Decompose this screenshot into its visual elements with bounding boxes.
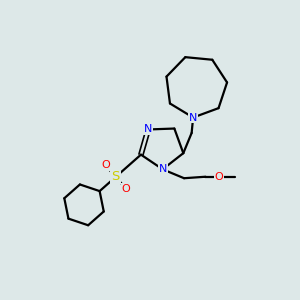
Text: N: N [189, 112, 197, 122]
Text: N: N [144, 124, 152, 134]
Text: O: O [122, 184, 130, 194]
Text: S: S [112, 170, 120, 183]
Text: N: N [158, 164, 167, 174]
Text: O: O [214, 172, 223, 182]
Text: O: O [101, 160, 110, 170]
